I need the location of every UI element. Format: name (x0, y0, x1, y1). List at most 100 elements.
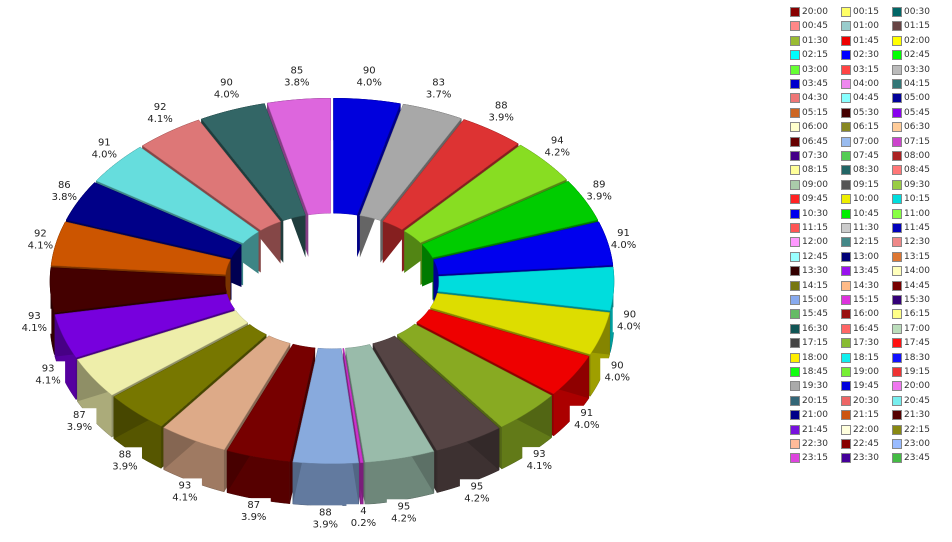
legend-swatch (892, 93, 902, 104)
legend-label: 23:30 (853, 453, 879, 464)
legend-swatch (790, 323, 800, 334)
slice-top (200, 103, 306, 221)
legend-swatch (892, 251, 902, 262)
slice-value-label: 85 (290, 65, 303, 76)
slice-value-label: 94 (551, 135, 564, 146)
legend-swatch (841, 223, 851, 233)
legend-swatch (841, 424, 851, 435)
donut-chart: 904.0% 833.7%883.9%944.2%893.9%914.0%904.… (21, 65, 640, 531)
legend-swatch (790, 280, 800, 291)
slice-top (163, 335, 291, 451)
slice-label: 924.1% (147, 102, 172, 125)
legend-label: 00:30 (904, 7, 930, 17)
legend-swatch (892, 194, 902, 205)
slice-label-bg (600, 358, 635, 384)
slice-percent-label: 4.1% (35, 375, 60, 386)
slice-value-label: 87 (247, 500, 260, 511)
slice-percent-label: 4.0% (92, 149, 117, 160)
slice-top (403, 144, 567, 244)
legend-swatch (892, 50, 902, 61)
legend-swatch (790, 309, 800, 320)
legend-label: 21:30 (904, 410, 930, 421)
slice-value-label: 88 (495, 101, 508, 112)
legend-label: 04:00 (853, 79, 879, 89)
legend-swatch (790, 107, 800, 118)
legend-label: 20:15 (802, 395, 828, 406)
legend-label: 13:45 (853, 266, 879, 277)
slice-top (266, 98, 331, 216)
slice-percent-label: 4.0% (617, 321, 640, 332)
slice-percent-label: 3.9% (241, 512, 266, 523)
legend-label: 03:15 (853, 64, 879, 75)
slice-percent-label: 4.1% (28, 240, 53, 251)
slice-percent-label: 3.9% (489, 113, 514, 124)
slice-percent-label: 4.1% (147, 114, 172, 125)
slice-label: 883.9% (107, 447, 142, 473)
slice-percent-label: 0.2% (351, 518, 376, 529)
legend-label: 12:15 (853, 237, 879, 248)
slice-top (113, 324, 267, 427)
slice-top (50, 221, 231, 275)
slice-value-label: 93 (179, 480, 192, 491)
slice-top (359, 103, 462, 221)
legend-label: 03:00 (802, 64, 828, 75)
slice-top (372, 335, 500, 451)
legend-label: 04:45 (853, 93, 879, 104)
slice-top (49, 267, 227, 313)
slice-value-label: 93 (28, 311, 41, 322)
legend-swatch (841, 309, 851, 320)
legend-swatch (892, 352, 902, 363)
slice-label: 904.0% (357, 66, 382, 89)
legend-swatch (790, 295, 800, 305)
slice-percent-label: 3.7% (426, 90, 451, 101)
legend-label: 22:30 (802, 439, 828, 449)
legend-swatch (790, 237, 800, 248)
slice-percent-label: 3.8% (284, 77, 309, 88)
legend-label: 19:15 (904, 367, 930, 377)
legend-swatch (790, 338, 800, 349)
slice-percent-label: 4.1% (527, 461, 552, 472)
legend-label: 14:15 (802, 280, 828, 291)
legend-swatch (790, 7, 800, 17)
slices-group (49, 98, 615, 507)
legend-label: 21:45 (802, 424, 828, 435)
slice-label: 833.7% (426, 78, 451, 101)
legend-swatch (790, 35, 800, 46)
legend-swatch (790, 439, 800, 449)
slice-label: 893.9% (586, 179, 611, 202)
legend-swatch (790, 165, 800, 176)
slice-top (76, 310, 249, 396)
legend-swatch (892, 165, 902, 176)
legend-swatch (841, 367, 851, 377)
slice-percent-label: 4.0% (605, 372, 630, 383)
slice-label: 873.9% (236, 498, 271, 524)
legend-label: 20:00 (802, 7, 828, 17)
slice-value-label: 95 (397, 501, 410, 512)
slice-label-bg (522, 447, 557, 473)
legend-swatch (841, 21, 851, 32)
legend-label: 17:00 (904, 323, 930, 334)
legend-swatch (841, 179, 851, 190)
slice-value-label: 90 (363, 66, 376, 77)
legend-swatch (892, 323, 902, 334)
slice-percent-label: 4.0% (574, 420, 599, 431)
legend-label: 05:30 (853, 107, 879, 118)
legend-swatch (841, 7, 851, 17)
legend-swatch (892, 453, 902, 464)
slice-top (226, 343, 316, 462)
legend-swatch (841, 352, 851, 363)
legend-label: 07:45 (853, 151, 879, 161)
legend-label: 18:15 (853, 352, 879, 363)
legend-label: 11:30 (853, 223, 879, 233)
legend-swatch (841, 323, 851, 334)
legend-swatch (790, 136, 800, 147)
legend-swatch (790, 50, 800, 61)
legend-label: 13:15 (904, 251, 930, 262)
slice-top (342, 348, 364, 464)
slice-top (292, 347, 360, 465)
legend-label: 11:15 (802, 223, 828, 233)
slice-label: 904.0% (600, 358, 635, 384)
legend-swatch (790, 194, 800, 205)
slice-value-label: 88 (119, 449, 132, 460)
legend-swatch (790, 179, 800, 190)
